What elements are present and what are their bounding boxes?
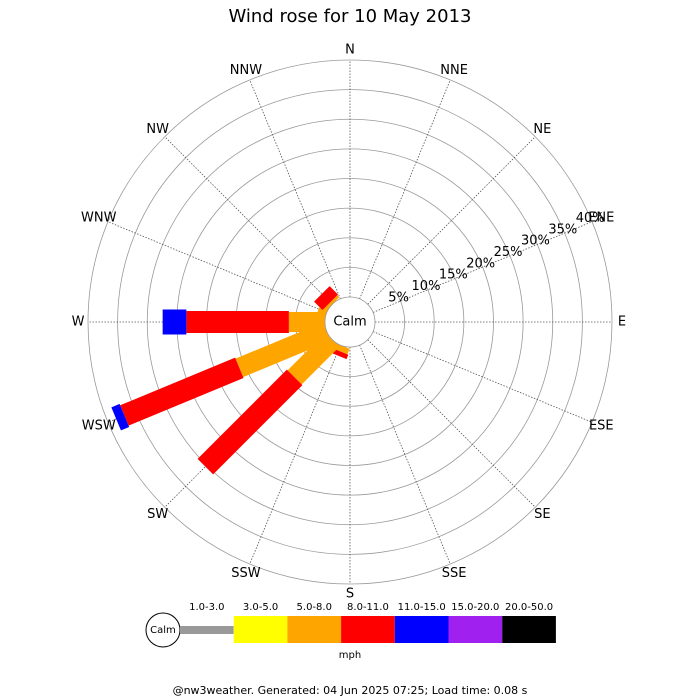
legend-label: 20.0-50.0: [505, 602, 553, 613]
direction-label: S: [346, 587, 354, 602]
legend-label: 11.0-15.0: [398, 602, 446, 613]
bar-segment: [111, 403, 130, 431]
ring-label: 40%: [576, 211, 605, 226]
legend-calm-label: Calm: [150, 625, 176, 636]
direction-label: ENE: [588, 210, 614, 225]
direction-label: W: [72, 315, 85, 330]
direction-label: NE: [533, 122, 551, 137]
spoke: [359, 344, 451, 565]
legend-swatch: [394, 616, 449, 643]
bar-segment: [287, 332, 340, 385]
footer: @nw3weather. Generated: 04 Jun 2025 07:2…: [173, 684, 528, 697]
spoke: [164, 136, 333, 305]
ring-label: 20%: [466, 256, 495, 271]
ring-label: 10%: [412, 279, 441, 294]
ring-label: 5%: [388, 290, 409, 305]
legend-label: 15.0-20.0: [451, 602, 499, 613]
bar-segment: [120, 357, 244, 426]
direction-label: ESE: [589, 419, 614, 434]
ring-label: 15%: [439, 268, 468, 283]
legend-label: 1.0-3.0: [189, 602, 224, 613]
spoke: [372, 331, 593, 423]
legend-label: 5.0-8.0: [297, 602, 332, 613]
direction-label: SE: [534, 507, 550, 522]
legend-swatch: [502, 616, 556, 643]
spoke: [249, 344, 341, 565]
spoke: [367, 136, 536, 305]
direction-label: WSW: [82, 419, 116, 434]
chart-title: Wind rose for 10 May 2013: [229, 6, 472, 27]
bar-segment: [235, 322, 331, 378]
bar-segment: [323, 295, 340, 312]
ring-label: 35%: [548, 222, 577, 237]
bar-segment: [186, 311, 289, 333]
legend-swatch: [448, 616, 503, 643]
bar-segment: [162, 309, 187, 335]
bar-segment: [197, 369, 303, 475]
ring-label: 30%: [521, 234, 550, 249]
direction-label: NNE: [440, 63, 468, 78]
legend-swatch: [287, 616, 342, 643]
direction-label: NNW: [230, 63, 262, 78]
legend-swatch: [233, 616, 288, 643]
calm-label: Calm: [333, 315, 366, 330]
direction-label: SSW: [231, 566, 261, 581]
legend-swatch: [180, 626, 234, 634]
direction-label: SSE: [442, 566, 467, 581]
legend-label: 3.0-5.0: [243, 602, 278, 613]
direction-label: N: [345, 43, 355, 58]
spoke: [359, 79, 451, 300]
bar-segment: [314, 286, 339, 311]
direction-label: WNW: [81, 210, 117, 225]
spoke: [372, 221, 593, 313]
legend-label: 8.0-11.0: [347, 602, 389, 613]
ring-label: 25%: [494, 245, 523, 260]
spoke: [107, 221, 328, 313]
calm-circle: [324, 296, 376, 348]
direction-label: SW: [147, 507, 168, 522]
direction-label: E: [618, 315, 626, 330]
spoke: [249, 79, 341, 300]
grid-ring: [87, 59, 613, 585]
direction-label: NW: [146, 122, 169, 137]
legend-swatch: [341, 616, 395, 643]
spoke: [367, 339, 536, 508]
legend-unit: mph: [339, 650, 361, 661]
